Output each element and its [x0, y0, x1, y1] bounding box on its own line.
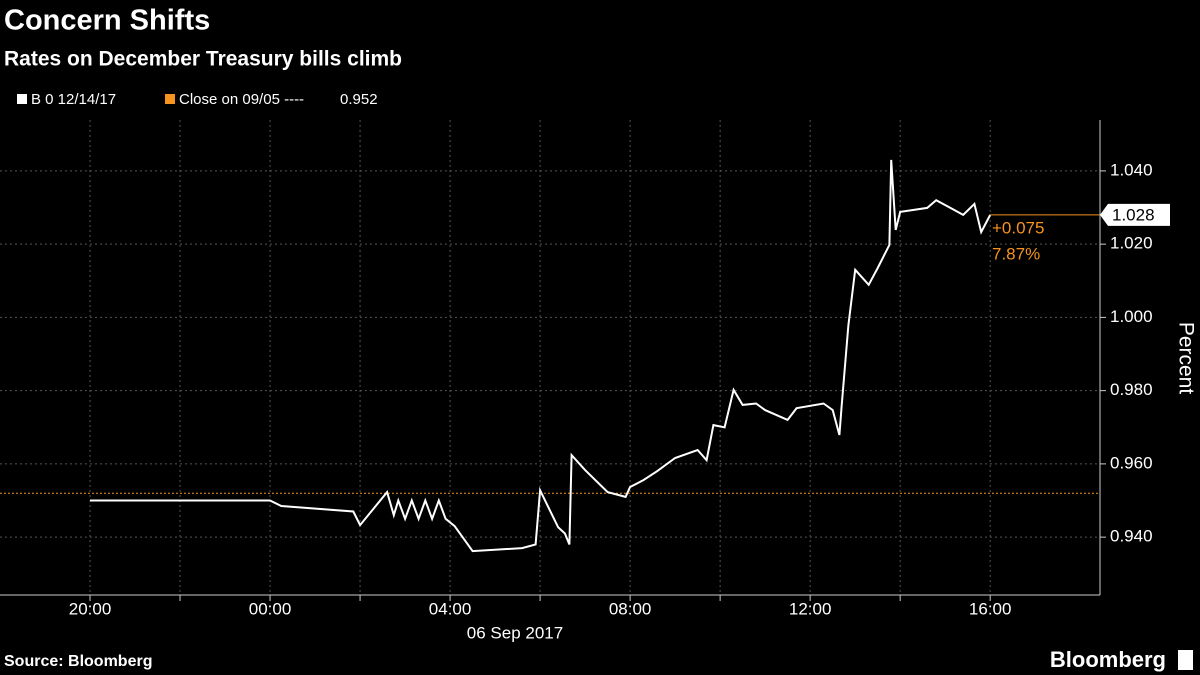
legend-swatch [17, 94, 27, 104]
change-label: +0.075 [992, 218, 1044, 237]
x-tick-label: 08:00 [609, 599, 652, 618]
x-tick-label: 00:00 [249, 599, 292, 618]
y-axis-label: Percent [1174, 322, 1197, 395]
last-value-box [1100, 203, 1170, 226]
source: Source: Bloomberg [4, 653, 152, 670]
chart-subtitle: Rates on December Treasury bills climb [4, 48, 402, 71]
brand-icon [1178, 650, 1193, 670]
x-tick-label: 16:00 [969, 599, 1012, 618]
last-value-label: 1.028 [1112, 205, 1155, 224]
x-tick-label: 04:00 [429, 599, 472, 618]
y-tick-label: 0.940 [1110, 527, 1153, 546]
x-tick-label: 20:00 [69, 599, 112, 618]
legend-label: B 0 12/14/17 [31, 91, 116, 108]
y-tick-label: 0.960 [1110, 453, 1153, 472]
legend-swatch [165, 94, 175, 104]
y-tick-label: 1.040 [1110, 160, 1153, 179]
brand: Bloomberg [1050, 647, 1166, 672]
x-tick-label: 12:00 [789, 599, 832, 618]
chart-title: Concern Shifts [4, 5, 210, 37]
y-tick-label: 1.020 [1110, 234, 1153, 253]
y-tick-label: 0.980 [1110, 380, 1153, 399]
series-line [90, 159, 992, 553]
legend-label: Close on 09/05 ---- [179, 91, 304, 108]
y-tick-label: 1.000 [1110, 307, 1153, 326]
legend-value: 0.952 [340, 91, 378, 108]
x-date-label: 06 Sep 2017 [467, 623, 563, 642]
change-pct-label: 7.87% [992, 244, 1040, 263]
